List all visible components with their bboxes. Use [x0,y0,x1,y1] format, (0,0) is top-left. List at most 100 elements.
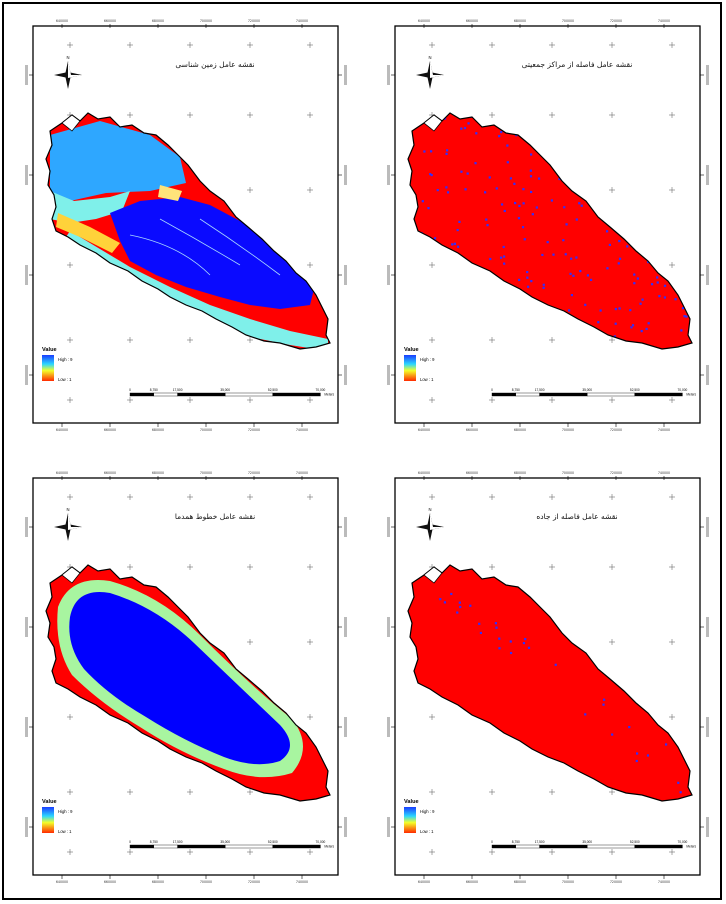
grid-cross [609,397,615,403]
grid-cross [67,42,73,48]
grid-cross [549,564,555,570]
settlement-dot [498,637,501,640]
grid-cross [669,494,675,500]
x-tick-bottom: 720000 [610,428,622,432]
north-label: N [66,55,69,60]
x-tick-top: 660000 [104,19,116,23]
settlement-dot [605,230,609,233]
y-tick-label [25,517,28,537]
grid-cross [127,849,133,855]
geology-unit [56,213,120,253]
settlement-dot [513,201,517,205]
grid-cross [609,112,615,118]
grid-cross [549,494,555,500]
basin-outline [45,564,331,802]
x-tick-bottom: 700000 [562,428,574,432]
grid-cross [247,187,253,193]
geology-unit [158,185,182,201]
grid-cross [609,849,615,855]
scale-segment [539,392,588,397]
settlement-dot [578,202,581,205]
settlement-dot [614,307,617,311]
settlement-dot [450,592,453,596]
settlement-dot [524,637,527,641]
x-tick-bottom: 700000 [200,428,212,432]
grid-cross [187,494,193,500]
grid-cross [429,262,435,268]
settlement-dot [530,280,533,283]
settlement-dot [475,132,478,135]
settlement-dot [502,245,505,249]
y-tick-label [25,617,28,637]
y-tick-label [344,817,347,837]
grid-cross [127,42,133,48]
legend-high: High : 9 [58,809,73,814]
settlement-dot [608,243,611,246]
settlement-dot [498,647,501,650]
grid-cross [187,397,193,403]
grid-cross [669,564,675,570]
settlement-dot [445,186,448,189]
x-tick-top: 680000 [514,19,526,23]
scale-unit: Meters [686,845,696,849]
grid-cross [669,187,675,193]
settlement-dot [563,206,566,209]
settlement-dot [618,257,622,260]
settlement-dot [529,169,532,172]
settlement-dot [542,283,545,286]
settlement-dot [503,262,506,265]
grid-cross [489,397,495,403]
settlement-dot [494,622,498,625]
grid-cross [307,849,313,855]
grid-cross [609,494,615,500]
x-tick-top: 660000 [104,471,116,475]
settlement-dot [463,126,467,130]
settlement-dot [570,257,573,260]
legend-high: High : 9 [58,357,73,362]
settlement-dot [451,243,454,246]
x-tick-bottom: 700000 [200,880,212,884]
grid-cross [67,397,73,403]
basin-notch [61,114,81,132]
x-tick-bottom: 640000 [56,880,68,884]
legend-high: High : 9 [420,809,435,814]
settlement-dot [509,651,513,655]
settlement-dot [658,295,661,298]
scale-segment [491,844,516,849]
settlement-dot [456,228,459,232]
grid-cross [127,337,133,343]
x-tick-bottom: 640000 [418,880,430,884]
settlement-dot [570,294,574,297]
x-tick-bottom: 740000 [658,428,670,432]
scale-segment [634,844,683,849]
settlement-dot [509,640,512,643]
settlement-dot [639,302,642,305]
settlement-dot [562,239,565,242]
x-tick-top: 720000 [248,19,260,23]
settlement-dot [630,326,633,329]
x-tick-bottom: 680000 [152,880,164,884]
grid-cross [127,397,133,403]
grid-cross [247,494,253,500]
basin-outline [45,112,331,350]
settlement-dot [526,271,529,274]
y-tick-label [344,517,347,537]
y-tick-label [706,717,709,737]
settlement-dot [464,188,467,191]
y-tick-label [25,265,28,285]
settlement-dot [645,327,648,331]
y-tick-label [344,717,347,737]
scale-label: 70,000 [316,840,326,844]
legend-ramp [42,807,54,833]
x-tick-top: 640000 [56,471,68,475]
y-tick-label [344,165,347,185]
x-tick-bottom: 720000 [248,428,260,432]
scale-segment [272,392,321,397]
grid-cross [429,714,435,720]
basin-notch [423,114,443,132]
legend-low: Low : 1 [58,829,72,834]
settlement-dot [509,177,512,180]
y-tick-label [344,617,347,637]
